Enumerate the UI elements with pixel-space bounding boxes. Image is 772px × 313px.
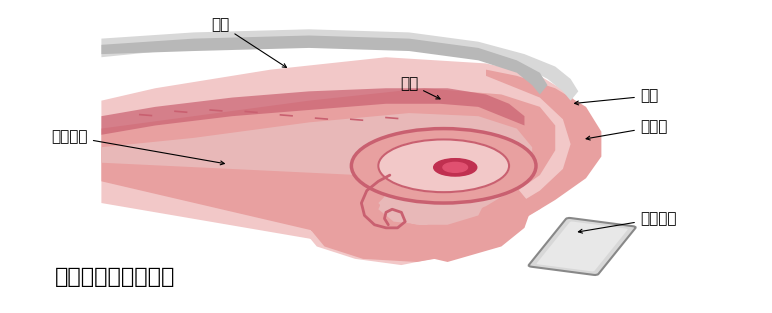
Polygon shape — [101, 57, 586, 265]
Polygon shape — [101, 35, 547, 95]
FancyBboxPatch shape — [537, 222, 628, 271]
Polygon shape — [101, 88, 524, 135]
Circle shape — [351, 129, 536, 203]
Text: 母牛子宫超声检查图: 母牛子宫超声检查图 — [56, 267, 175, 287]
Text: 胚胎: 胚胎 — [574, 89, 658, 105]
Text: 直肠探头: 直肠探头 — [578, 211, 676, 233]
Circle shape — [434, 159, 477, 176]
Text: 母牛子宫: 母牛子宫 — [52, 129, 225, 165]
Text: 直肠壁: 直肠壁 — [586, 120, 667, 140]
Circle shape — [378, 139, 509, 192]
Polygon shape — [101, 113, 532, 225]
FancyBboxPatch shape — [529, 218, 635, 275]
Polygon shape — [463, 69, 601, 244]
Text: 尿囊: 尿囊 — [212, 17, 286, 67]
Polygon shape — [101, 29, 578, 101]
Polygon shape — [101, 88, 555, 262]
Text: 羊膜: 羊膜 — [400, 76, 440, 99]
Circle shape — [443, 162, 468, 172]
